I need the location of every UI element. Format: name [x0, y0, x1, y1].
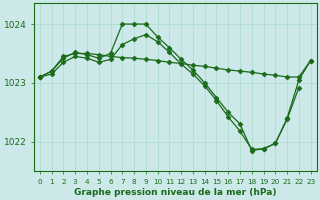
- X-axis label: Graphe pression niveau de la mer (hPa): Graphe pression niveau de la mer (hPa): [74, 188, 276, 197]
